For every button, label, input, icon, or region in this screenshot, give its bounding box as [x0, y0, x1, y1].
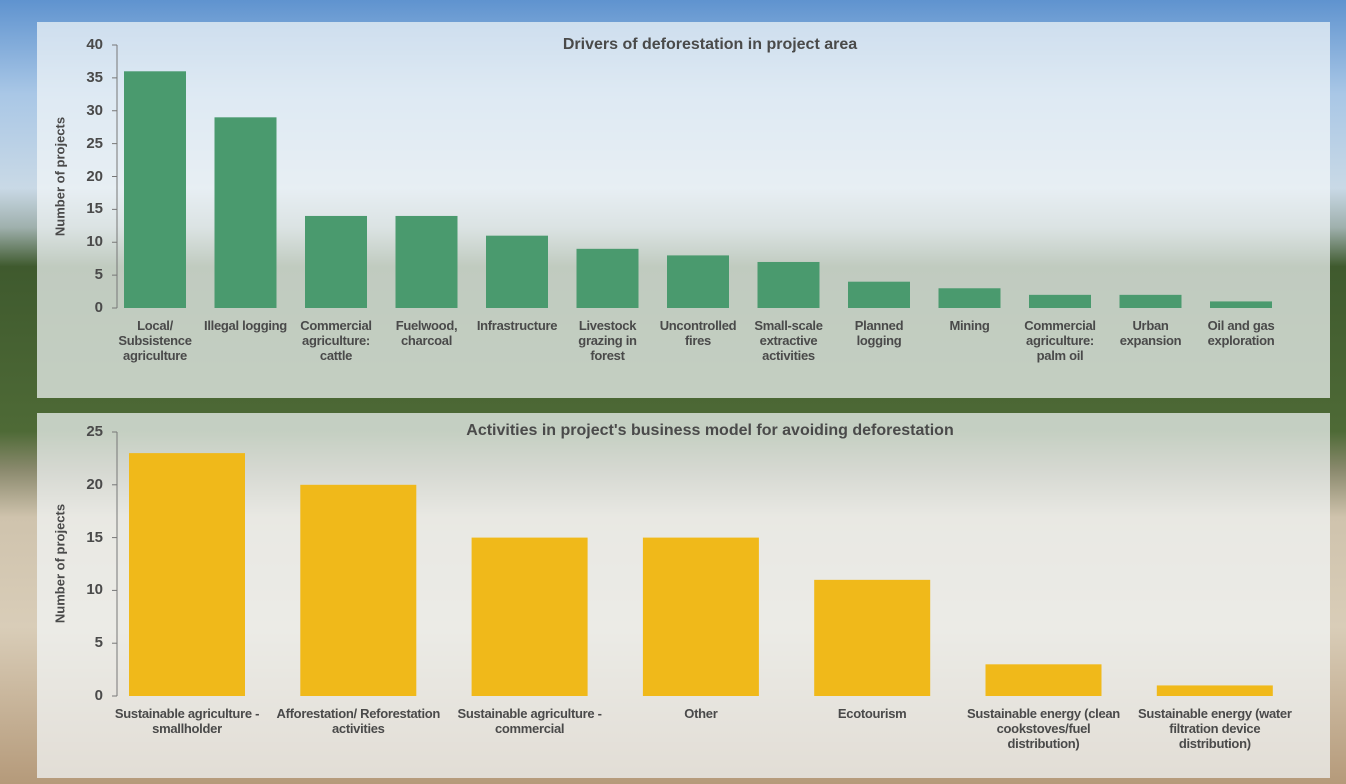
- bar: [1119, 294, 1182, 308]
- y-tick-label: 5: [94, 266, 103, 284]
- y-tick-label: 0: [94, 299, 103, 316]
- x-tick-label: Ecotourism: [837, 706, 907, 721]
- y-tick-label: 15: [86, 528, 103, 546]
- chart-title: Drivers of deforestation in project area: [562, 36, 858, 53]
- y-tick-label: 5: [94, 634, 103, 652]
- x-tick-label: Afforestation/ Reforestation activities: [276, 706, 441, 736]
- x-tick-label: Fuelwood, charcoal: [395, 318, 458, 348]
- x-tick-label: Infrastructure: [476, 318, 558, 333]
- y-tick-label: 10: [86, 233, 103, 251]
- bar: [938, 288, 1001, 308]
- x-tick-label: Sustainable agriculture - commercial: [457, 706, 602, 736]
- bar: [814, 579, 931, 696]
- bar: [395, 215, 458, 308]
- bar: [1156, 685, 1273, 696]
- y-tick-label: 25: [86, 423, 103, 440]
- bar: [471, 537, 588, 696]
- y-tick-label: 10: [86, 581, 103, 599]
- x-tick-label: Uncontrolled fires: [659, 318, 737, 348]
- bar: [214, 117, 277, 308]
- x-tick-label: Small-scale extractive activities: [754, 318, 823, 363]
- x-tick-label: Illegal logging: [204, 318, 287, 333]
- y-axis-title: Number of projects: [52, 116, 68, 236]
- y-tick-label: 30: [86, 101, 103, 119]
- x-tick-label: Local/ Subsistence agriculture: [118, 318, 192, 363]
- y-tick-label: 15: [86, 200, 103, 218]
- x-tick-label: Oil and gas exploration: [1207, 318, 1275, 348]
- y-tick-label: 20: [86, 167, 103, 185]
- x-tick-label: Planned logging: [854, 318, 904, 348]
- x-tick-label: Livestock grazing in forest: [578, 318, 637, 363]
- y-tick-label: 25: [86, 134, 103, 152]
- bar: [576, 248, 639, 308]
- bar: [985, 664, 1102, 696]
- x-tick-label: Sustainable agriculture - smallholder: [114, 706, 260, 736]
- bar: [305, 215, 367, 308]
- y-tick-label: 35: [86, 68, 103, 86]
- bar: [486, 235, 548, 308]
- x-tick-label: Sustainable energy (water filtration dev…: [1137, 706, 1292, 751]
- y-axis-title: Number of projects: [52, 503, 68, 624]
- x-tick-label: Commercial agriculture: palm oil: [1024, 318, 1096, 363]
- y-tick-label: 0: [94, 687, 103, 704]
- bar: [1210, 301, 1272, 308]
- y-tick-label: 40: [86, 36, 103, 53]
- x-tick-label: Urban expansion: [1119, 318, 1182, 348]
- x-tick-label: Sustainable energy (clean cookstoves/fue…: [967, 706, 1120, 751]
- bar: [1029, 294, 1091, 308]
- y-tick-label: 20: [86, 475, 103, 493]
- bar: [124, 71, 186, 308]
- bar: [848, 281, 910, 308]
- bar: [757, 261, 820, 308]
- bar: [642, 537, 759, 696]
- bar: [129, 453, 245, 696]
- bar: [667, 255, 729, 308]
- x-tick-label: Commercial agriculture: cattle: [300, 318, 372, 363]
- bar: [300, 484, 417, 696]
- x-tick-label: Mining: [949, 318, 990, 333]
- chart-title: Activities in project's business model f…: [466, 422, 954, 439]
- x-tick-label: Other: [684, 706, 718, 721]
